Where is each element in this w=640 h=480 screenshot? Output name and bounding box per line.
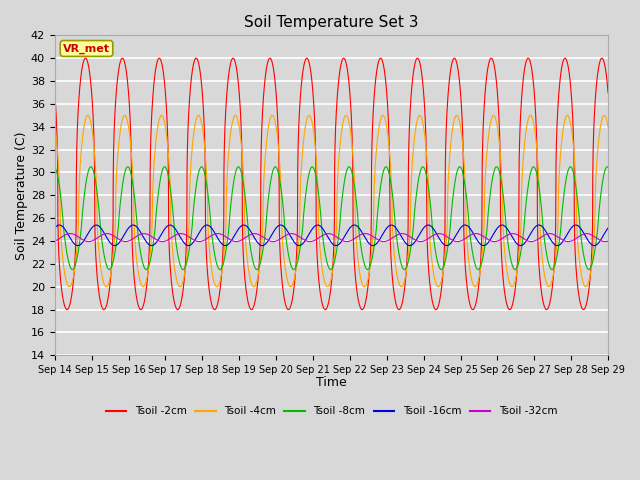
Tsoil -2cm: [432, 307, 440, 312]
Tsoil -2cm: [604, 90, 612, 96]
Text: VR_met: VR_met: [63, 43, 110, 54]
Line: Tsoil -16cm: Tsoil -16cm: [55, 225, 608, 246]
Tsoil -16cm: [534, 222, 541, 228]
Tsoil -4cm: [51, 124, 59, 130]
Title: Soil Temperature Set 3: Soil Temperature Set 3: [244, 15, 419, 30]
Tsoil -32cm: [287, 231, 295, 237]
Tsoil -2cm: [147, 139, 154, 145]
Tsoil -8cm: [530, 164, 538, 169]
Tsoil -4cm: [604, 124, 612, 130]
Tsoil -2cm: [114, 73, 122, 79]
Tsoil -8cm: [287, 262, 295, 268]
Tsoil -32cm: [534, 236, 542, 242]
X-axis label: Time: Time: [316, 376, 347, 389]
Tsoil -4cm: [157, 112, 165, 118]
Tsoil -32cm: [594, 236, 602, 241]
Line: Tsoil -2cm: Tsoil -2cm: [55, 58, 608, 310]
Tsoil -16cm: [147, 243, 155, 249]
Tsoil -2cm: [51, 90, 59, 96]
Line: Tsoil -32cm: Tsoil -32cm: [55, 234, 608, 241]
Tsoil -2cm: [413, 55, 421, 61]
Tsoil -2cm: [287, 302, 295, 308]
Tsoil -16cm: [263, 240, 271, 245]
Tsoil -16cm: [604, 225, 612, 231]
Tsoil -2cm: [263, 63, 271, 69]
Legend: Tsoil -2cm, Tsoil -4cm, Tsoil -8cm, Tsoil -16cm, Tsoil -32cm: Tsoil -2cm, Tsoil -4cm, Tsoil -8cm, Tsoi…: [101, 402, 561, 420]
Tsoil -16cm: [287, 235, 295, 240]
Tsoil -16cm: [114, 241, 122, 247]
Tsoil -32cm: [147, 233, 154, 239]
Tsoil -32cm: [232, 239, 240, 244]
Tsoil -8cm: [534, 177, 542, 183]
Tsoil -8cm: [147, 256, 154, 262]
Tsoil -8cm: [114, 228, 122, 234]
Line: Tsoil -8cm: Tsoil -8cm: [55, 167, 608, 270]
Tsoil -2cm: [594, 72, 602, 78]
Tsoil -4cm: [287, 284, 295, 289]
Tsoil -8cm: [51, 164, 59, 170]
Tsoil -32cm: [114, 236, 122, 241]
Tsoil -32cm: [251, 231, 259, 237]
Tsoil -4cm: [114, 152, 122, 157]
Tsoil -4cm: [534, 161, 542, 167]
Tsoil -32cm: [51, 238, 59, 244]
Tsoil -32cm: [264, 237, 271, 243]
Tsoil -16cm: [594, 241, 602, 247]
Tsoil -8cm: [511, 267, 519, 273]
Tsoil -8cm: [594, 227, 602, 233]
Tsoil -4cm: [140, 284, 147, 289]
Line: Tsoil -4cm: Tsoil -4cm: [55, 115, 608, 287]
Tsoil -8cm: [604, 164, 612, 170]
Tsoil -32cm: [604, 238, 612, 244]
Tsoil -16cm: [590, 243, 598, 249]
Tsoil -4cm: [594, 150, 602, 156]
Tsoil -4cm: [147, 244, 155, 250]
Tsoil -4cm: [264, 132, 271, 138]
Tsoil -16cm: [56, 222, 63, 228]
Tsoil -2cm: [534, 241, 542, 247]
Tsoil -16cm: [51, 225, 59, 231]
Y-axis label: Soil Temperature (C): Soil Temperature (C): [15, 131, 28, 260]
Tsoil -8cm: [263, 210, 271, 216]
